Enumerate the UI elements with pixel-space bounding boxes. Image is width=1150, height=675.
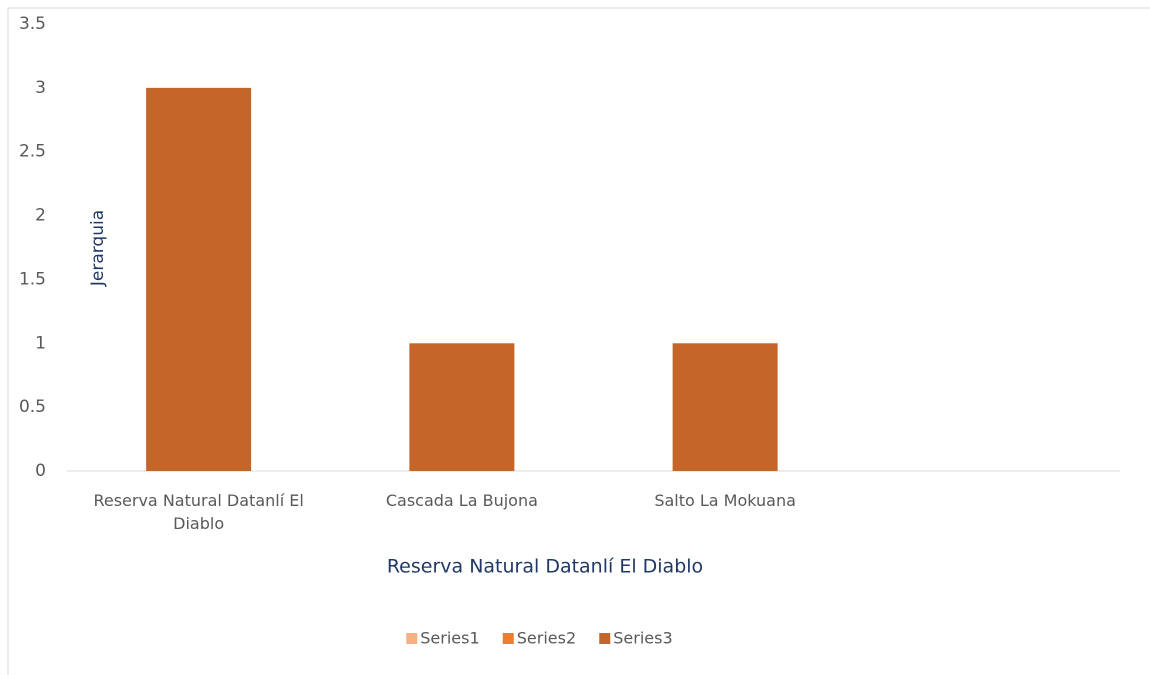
x-tick-label: Cascada La Bujona xyxy=(385,491,538,510)
y-axis-title: Jerarquia xyxy=(88,210,108,287)
x-axis-title: Reserva Natural Datanlí El Diablo xyxy=(387,556,703,578)
x-tick-group: Cascada La Bujona xyxy=(385,491,538,510)
x-tick-label: Salto La Mokuana xyxy=(654,491,796,510)
legend-label: Series3 xyxy=(613,629,672,648)
y-tick-label: 0 xyxy=(35,461,46,481)
bar xyxy=(146,87,252,471)
legend-label: Series2 xyxy=(517,629,576,648)
y-tick-label: 2.5 xyxy=(19,142,46,162)
x-tick-group: Reserva Natural Datanlí El Diablo xyxy=(93,491,304,533)
legend-swatch xyxy=(599,633,611,644)
y-tick-label: 3.5 xyxy=(19,14,46,34)
y-tick-label: 1.5 xyxy=(19,269,46,289)
bar xyxy=(672,343,778,471)
x-tick-group: Salto La Mokuana xyxy=(654,491,796,510)
y-tick-label: 0.5 xyxy=(19,397,46,417)
bar xyxy=(409,343,515,471)
y-tick-label: 1 xyxy=(35,333,46,353)
y-tick-label: 2 xyxy=(35,206,46,226)
legend-label: Series1 xyxy=(420,629,479,648)
legend-swatch xyxy=(502,633,514,644)
y-tick-label: 3 xyxy=(35,78,46,98)
x-tick-label: Reserva Natural Datanlí El Diablo xyxy=(93,491,304,533)
legend-swatch xyxy=(406,633,418,644)
